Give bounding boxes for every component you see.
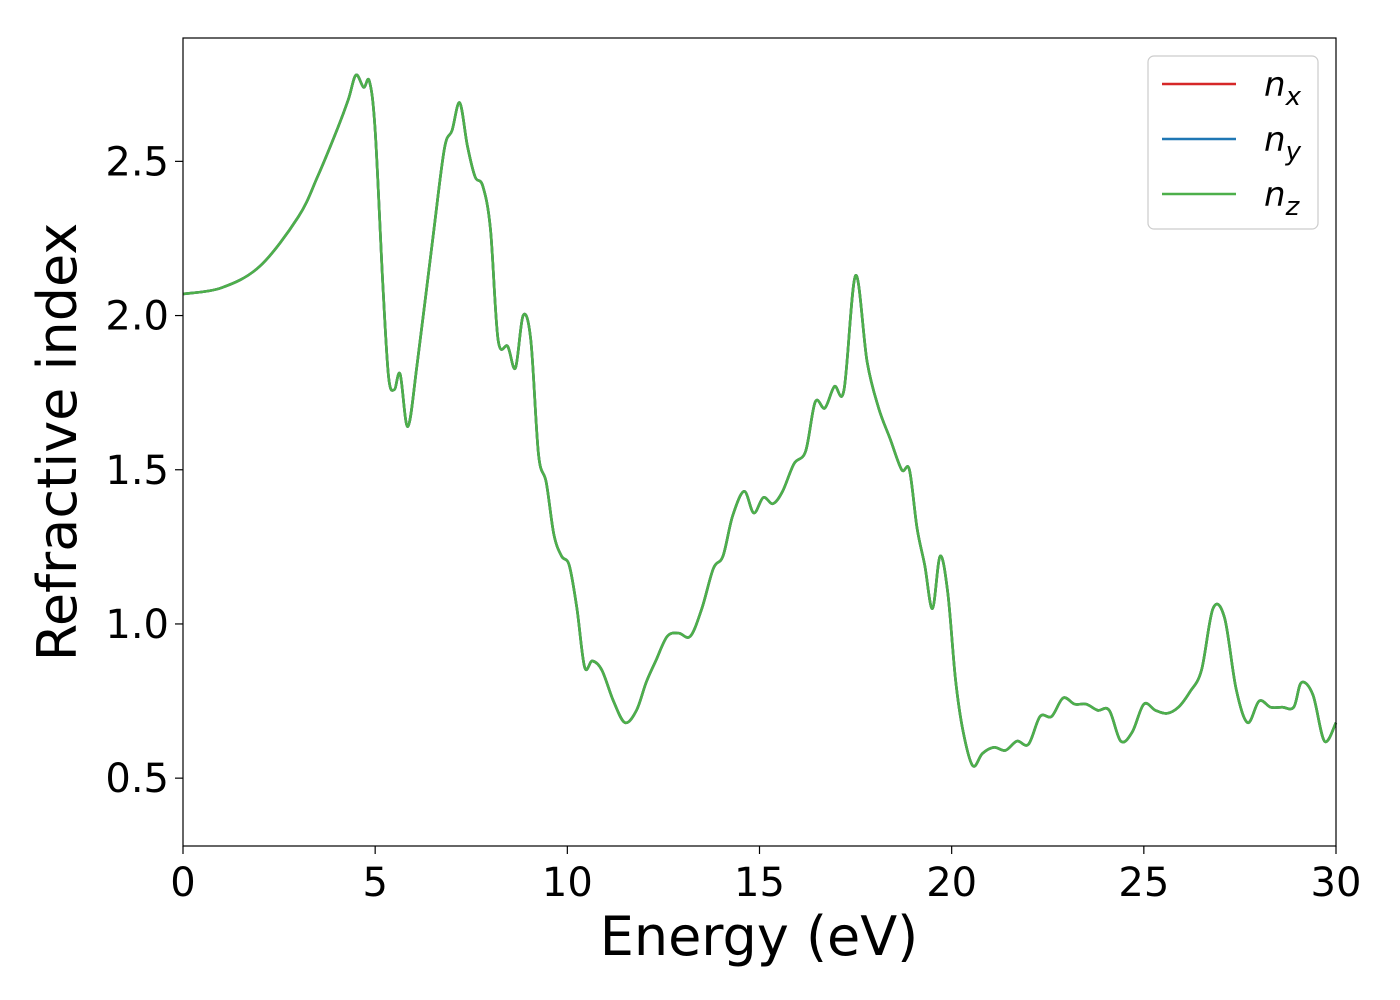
- legend-label-nz: nz: [1264, 175, 1301, 222]
- y-tick-label: 2.0: [105, 294, 169, 340]
- legend-label-nx: nx: [1264, 65, 1302, 112]
- legend-box: [1147, 55, 1319, 230]
- x-axis: 0 5 10 15 20 25 30: [170, 846, 1361, 906]
- x-tick-label: 10: [542, 860, 593, 906]
- y-tick-label: 1.0: [105, 602, 169, 648]
- x-tick-label: 5: [362, 860, 387, 906]
- x-axis-title: Energy (eV): [600, 905, 919, 968]
- y-axis-title: Refractive index: [26, 223, 89, 662]
- series-line-nz: [182, 73, 1338, 768]
- x-tick-label: 0: [170, 860, 195, 906]
- x-tick-label: 25: [1118, 860, 1169, 906]
- series-lines: [182, 73, 1338, 768]
- legend-label-ny: ny: [1264, 120, 1302, 167]
- y-tick-label: 1.5: [105, 448, 169, 494]
- y-axis: 0.5 1.0 1.5 2.0 2.5: [105, 139, 183, 802]
- y-tick-label: 0.5: [105, 756, 169, 802]
- x-tick-label: 15: [734, 860, 785, 906]
- x-tick-label: 30: [1311, 860, 1362, 906]
- y-tick-label: 2.5: [105, 139, 169, 185]
- legend: nx ny nz: [1147, 55, 1319, 230]
- x-tick-label: 20: [926, 860, 977, 906]
